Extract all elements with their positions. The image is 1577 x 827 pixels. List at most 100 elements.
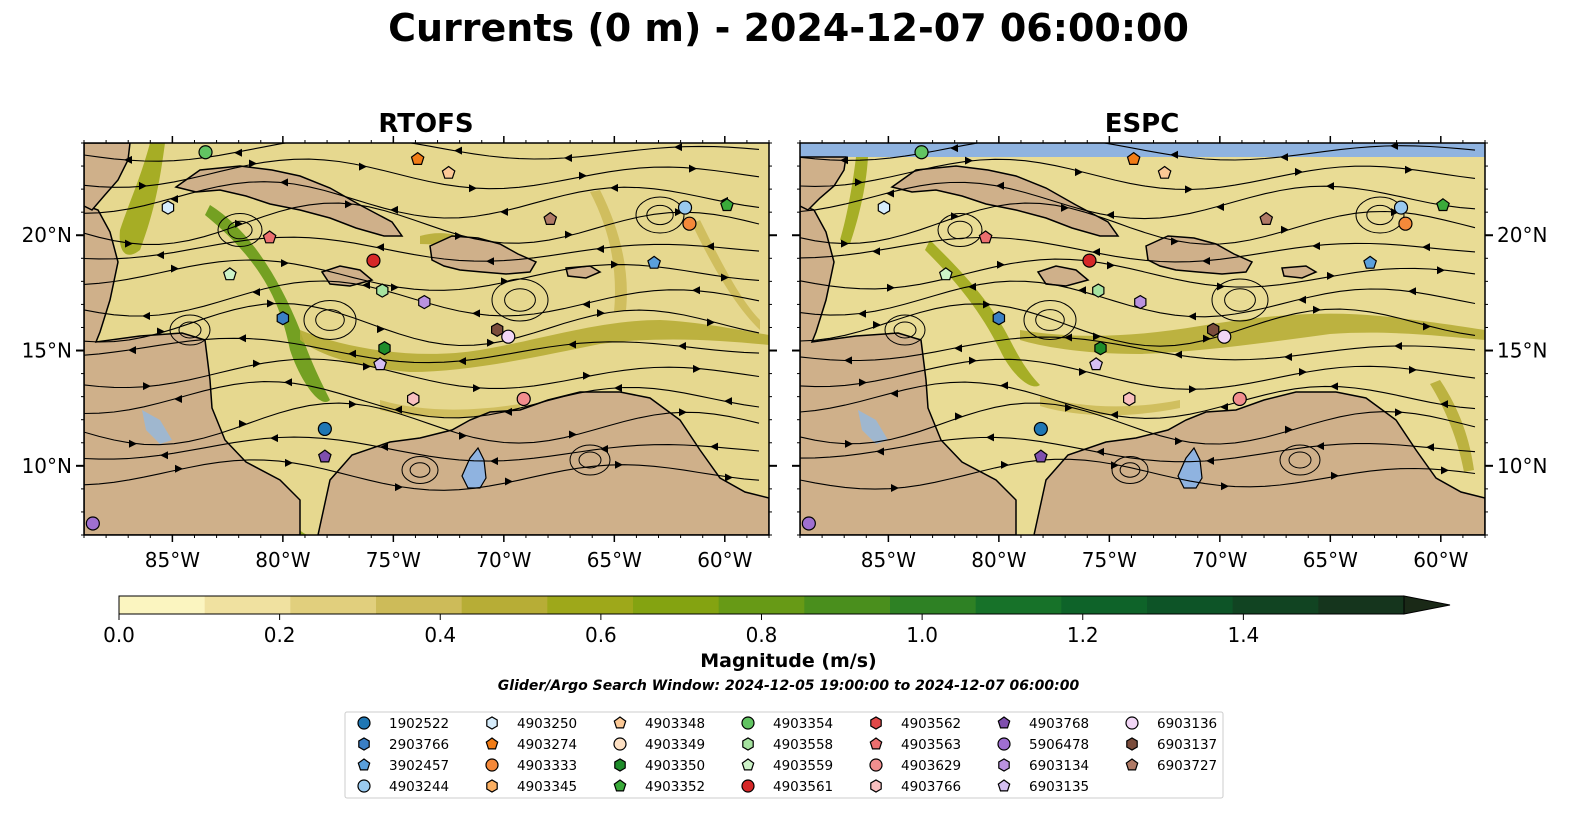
streamline-arrow (610, 183, 618, 192)
eddie-streamline (178, 321, 202, 339)
streamline (84, 402, 760, 446)
streamline-arrow (1394, 342, 1402, 351)
eddie-streamline (315, 309, 345, 331)
float-marker-6903137 (1206, 322, 1220, 337)
eddie-streamline (1279, 444, 1321, 476)
streamline-arrow (1217, 282, 1225, 291)
streamline-arrow (394, 405, 402, 414)
streamline-arrow (1221, 482, 1229, 491)
legend-label: 2903766 (389, 737, 449, 753)
rtofs-axes-frame (83, 142, 770, 536)
colorbar-segment (547, 596, 634, 614)
eddie-streamline (1111, 456, 1149, 484)
float-marker-6903137 (491, 322, 504, 337)
float-marker-4903352 (720, 198, 734, 212)
float-marker-6903134 (418, 294, 431, 310)
legend-marker-4903768 (997, 716, 1011, 729)
legend-frame (344, 711, 1224, 799)
streamline-arrow (362, 281, 370, 290)
streamline-arrow (129, 439, 137, 448)
streamline-arrow (689, 164, 697, 173)
streamline-arrow (1001, 460, 1009, 469)
streamline-arrow (675, 208, 683, 217)
eddie-streamline (893, 321, 917, 339)
x-tick-label: 60°W (697, 548, 752, 572)
streamline-arrow (1440, 400, 1448, 409)
streamline (800, 458, 1476, 490)
colorbar-segment (975, 596, 1062, 614)
streamline (800, 258, 1476, 290)
espc-float-markers (801, 145, 1450, 531)
streamline (800, 336, 1476, 362)
legend-label: 4903349 (645, 737, 705, 753)
y-tick-label: 10°N (22, 454, 72, 478)
streamline-arrow (1079, 367, 1087, 376)
legend-label: 5906478 (1029, 737, 1089, 753)
espc-land-cuba (890, 165, 1120, 237)
panel-espc: ESPC 85°W 80°W 75°W 70°W 65°W 60°W 10°N 15°N 20°… (792, 109, 1547, 572)
rtofs-land-hispaniola (429, 235, 538, 275)
streamline-arrow (1064, 333, 1072, 342)
y-tick-label: 15°N (1497, 339, 1547, 363)
colorbar-tick-label: 0.2 (264, 623, 296, 647)
streamline-arrow (280, 178, 288, 187)
streamline-arrow (349, 400, 357, 409)
float-marker-4903250 (161, 200, 175, 215)
streamline-arrow (886, 189, 894, 198)
streamline-arrow (955, 412, 963, 421)
x-tick-label: 65°W (587, 548, 642, 572)
streamline (84, 381, 760, 419)
float-marker-4903563 (262, 230, 277, 244)
streamline-arrow (986, 433, 994, 442)
legend-marker-4903562 (870, 716, 882, 730)
streamline-arrow (1170, 150, 1178, 159)
streamline-arrow (1326, 182, 1334, 191)
float-marker-4903350 (1094, 341, 1107, 356)
float-marker-4903561 (1082, 253, 1097, 268)
legend-marker-4903563 (869, 737, 883, 750)
eddie-streamline (169, 314, 211, 346)
colorbar-segment (804, 596, 891, 614)
colorbar-segment (1147, 596, 1234, 614)
colorbar-segment (633, 596, 720, 614)
legend-label: 4903768 (1029, 716, 1089, 732)
rtofs-float-markers (85, 145, 734, 531)
streamline-arrow (568, 340, 576, 349)
eddie-streamline (947, 220, 973, 240)
current-jet-patch (1430, 380, 1474, 472)
float-marker-4903768 (1033, 449, 1048, 463)
streamline (84, 236, 760, 262)
streamline-arrow (487, 338, 495, 347)
streamline-arrow (1298, 295, 1306, 304)
streamline-arrow (841, 239, 849, 248)
streamline-arrow (171, 264, 179, 273)
streamline (800, 436, 1476, 463)
float-marker-4903348 (441, 165, 456, 179)
streamline-arrow (1093, 332, 1101, 341)
streamline-arrow (160, 451, 168, 460)
streamline-arrow (175, 464, 183, 473)
legend-marker-4903250 (486, 716, 498, 730)
colorbar-ticks: 0.0 0.2 0.4 0.6 0.8 1.0 1.2 1.4 (103, 614, 1259, 647)
float-marker-4903350 (378, 341, 391, 356)
streamline (84, 259, 760, 291)
streamline-arrow (1188, 312, 1196, 321)
rtofs-land-cuba (174, 165, 404, 237)
colorbar-segment (1318, 596, 1405, 614)
colorbar-segment (718, 596, 805, 614)
float-marker-2903766 (992, 311, 1006, 326)
espc-axes-frame (799, 142, 1486, 536)
streamline-arrow (876, 447, 884, 456)
streamline-arrow (693, 364, 701, 373)
streamline-arrow (1061, 203, 1069, 212)
streamline (800, 303, 1476, 347)
float-marker-4903766 (1122, 391, 1136, 407)
float-marker-6903727 (543, 211, 558, 225)
espc-land-hispaniola (1145, 235, 1254, 275)
y-tick-label: 20°N (1497, 223, 1547, 247)
streamline-arrow (390, 205, 398, 214)
legend-marker-6903136 (1125, 716, 1139, 730)
streamline-arrow (969, 356, 977, 365)
eddie-streamline (401, 456, 439, 484)
streamline-arrow (1285, 425, 1293, 434)
